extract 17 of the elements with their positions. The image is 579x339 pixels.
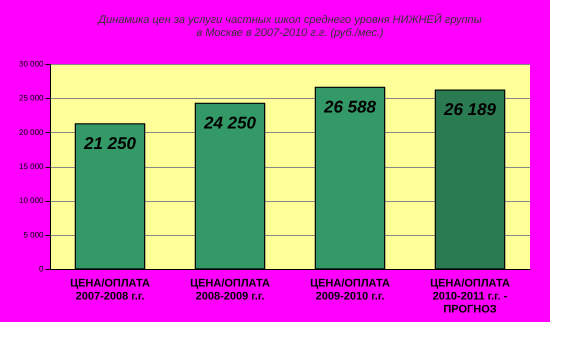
x-tick-label: ЦЕНА/ОПЛАТА 2007-2008 г.г.: [70, 278, 150, 302]
x-tick-label: ЦЕНА/ОПЛАТА 2008-2009 г.г.: [190, 278, 270, 302]
text: Динамика цен за услуги частных школ среднего уровня НИЖНЕЙ группы: [98, 14, 482, 26]
y-tick-label: 10 000: [19, 196, 44, 206]
data-label: 26 189: [443, 100, 497, 120]
x-tick-label: ЦЕНА/ОПЛАТА 2010-2011 г.г. - ПРОГНОЗ: [430, 278, 510, 316]
y-tick-label: 25 000: [19, 94, 44, 103]
y-tick-label: 5 000: [23, 230, 44, 240]
x-tick-label: ЦЕНА/ОПЛАТА 2009-2010 г.г.: [310, 278, 390, 302]
y-tick-label: 20 000: [19, 128, 44, 137]
y-tick-label: 15 000: [19, 162, 44, 171]
y-tick-label: 0: [39, 264, 44, 274]
y-tick-label: 30 000: [19, 60, 44, 68]
data-label: 26 588: [323, 97, 377, 116]
data-label: 21 250: [83, 134, 137, 153]
data-label: 24 250: [203, 113, 257, 132]
text: в Москве в 2007-2010 г.г. (руб./мес.): [196, 27, 384, 39]
